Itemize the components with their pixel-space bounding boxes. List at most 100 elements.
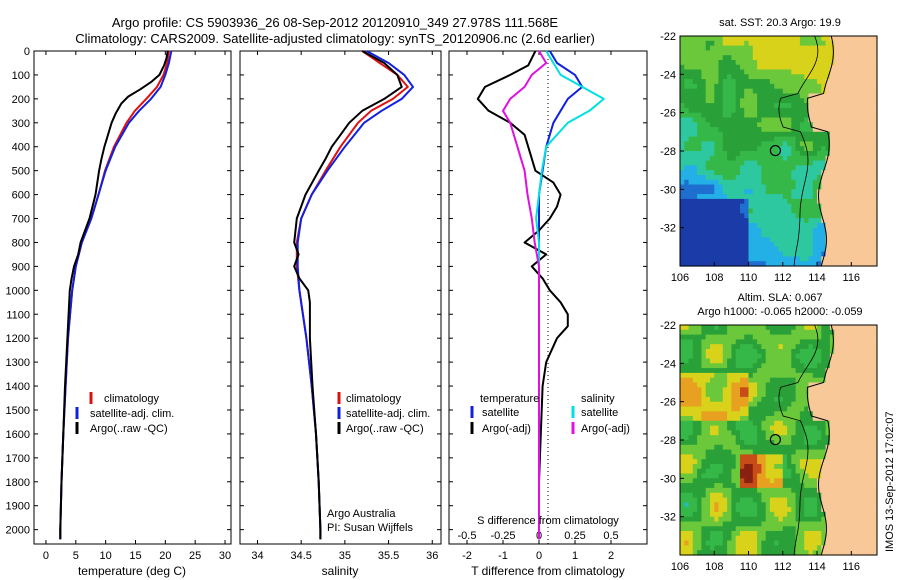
map-cell xyxy=(851,103,857,109)
map-cell xyxy=(769,203,775,210)
map-cell xyxy=(714,478,720,484)
map-cell xyxy=(740,237,745,243)
map-cell xyxy=(795,69,801,75)
map-cell xyxy=(804,521,810,527)
map-cell xyxy=(765,454,771,460)
map-cell xyxy=(872,69,878,75)
map-cell xyxy=(804,329,810,336)
map-cell xyxy=(727,511,732,518)
map-cell xyxy=(795,45,801,51)
map-cell xyxy=(735,64,741,71)
map-cell xyxy=(791,349,797,355)
map-cell xyxy=(752,146,758,152)
map-cell xyxy=(744,392,750,398)
map-cell xyxy=(847,492,852,499)
map-cell xyxy=(722,521,728,527)
map-cell xyxy=(692,372,698,379)
map-cell xyxy=(778,184,784,190)
map-cell xyxy=(692,425,698,431)
map-cell xyxy=(855,377,861,384)
map-cell xyxy=(727,368,732,374)
map-cell xyxy=(692,329,698,336)
map-cell xyxy=(817,531,822,537)
map-cell xyxy=(774,416,780,422)
depth-tick-label: 700 xyxy=(12,214,30,226)
map-cell xyxy=(778,435,784,441)
map-cell xyxy=(735,516,741,523)
map-cell xyxy=(795,79,801,85)
map-cell xyxy=(834,334,840,340)
map-cell xyxy=(859,382,865,388)
map-cell xyxy=(855,468,861,475)
map-cell xyxy=(829,203,835,210)
map-cell xyxy=(748,526,754,532)
map-cell xyxy=(735,131,741,138)
map-cell xyxy=(847,160,852,166)
map-cell xyxy=(834,349,840,355)
map-cell xyxy=(757,473,762,479)
map-cell xyxy=(872,473,878,479)
map-cell xyxy=(688,531,694,537)
map-cell xyxy=(680,222,685,229)
map-cell xyxy=(740,117,745,123)
map-cell xyxy=(701,387,707,393)
map-cell xyxy=(868,184,874,190)
map-cell xyxy=(765,483,771,489)
map-cell xyxy=(834,237,840,243)
map-cell xyxy=(744,401,750,408)
map-cell xyxy=(705,353,711,360)
map-cell xyxy=(778,55,784,61)
map-cell xyxy=(829,368,835,374)
map-cell xyxy=(782,392,788,398)
map-cell xyxy=(825,251,831,257)
map-cell xyxy=(838,334,844,340)
map-cell xyxy=(697,339,702,345)
map-cell xyxy=(744,242,750,248)
map-cell xyxy=(821,497,827,503)
map-cell xyxy=(684,473,690,479)
map-cell xyxy=(752,203,758,210)
map-cell xyxy=(868,232,874,238)
map-cell xyxy=(684,492,690,499)
map-cell xyxy=(748,492,754,499)
map-cell xyxy=(752,64,758,71)
map-cell xyxy=(769,440,775,446)
map-cell xyxy=(688,478,694,484)
map-cell xyxy=(778,411,784,417)
map-cell xyxy=(701,392,707,398)
map-cell xyxy=(851,175,857,181)
map-cell xyxy=(680,349,685,355)
map-cell xyxy=(684,55,690,61)
map-cell xyxy=(778,69,784,75)
map-cell xyxy=(727,203,732,210)
map-cell xyxy=(765,170,771,176)
map-cell xyxy=(868,208,874,214)
map-cell xyxy=(727,117,732,123)
map-cell xyxy=(842,179,848,186)
map-cell xyxy=(769,396,775,403)
map-cell xyxy=(752,339,758,345)
map-cell xyxy=(722,83,728,90)
map-cell xyxy=(812,449,818,455)
map-cell xyxy=(859,83,865,90)
map-cell xyxy=(752,416,758,422)
map-cell xyxy=(744,45,750,51)
map-cell xyxy=(727,325,732,331)
s-difference-label: S difference from climatology xyxy=(477,515,619,527)
map-cell xyxy=(705,122,711,128)
map-cell xyxy=(799,103,805,109)
map-cell xyxy=(740,218,745,224)
map-cell xyxy=(855,521,861,527)
map-cell xyxy=(804,98,810,104)
map-cell xyxy=(825,184,831,190)
map-cell xyxy=(748,464,754,470)
map-cell xyxy=(821,464,827,470)
map-cell xyxy=(787,107,792,114)
map-cell xyxy=(825,545,831,551)
map-cell xyxy=(748,511,754,518)
map-cell xyxy=(692,55,698,61)
map-cell xyxy=(821,339,827,345)
map-cell xyxy=(710,194,715,200)
map-cell xyxy=(821,387,827,393)
map-cell xyxy=(847,194,852,200)
